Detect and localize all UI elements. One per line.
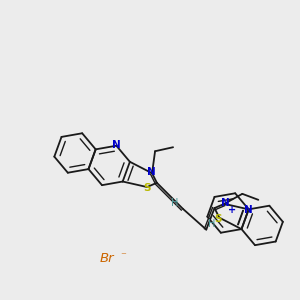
Text: N: N [244,205,253,215]
Text: H: H [171,198,178,208]
Text: +: + [228,205,236,215]
Text: ⁻: ⁻ [120,251,126,261]
Text: S: S [143,183,151,193]
Text: S: S [214,214,222,224]
Text: H: H [208,219,215,229]
Text: N: N [221,198,230,208]
Text: N: N [147,167,155,177]
Text: N: N [112,140,121,150]
Text: Br: Br [100,251,115,265]
